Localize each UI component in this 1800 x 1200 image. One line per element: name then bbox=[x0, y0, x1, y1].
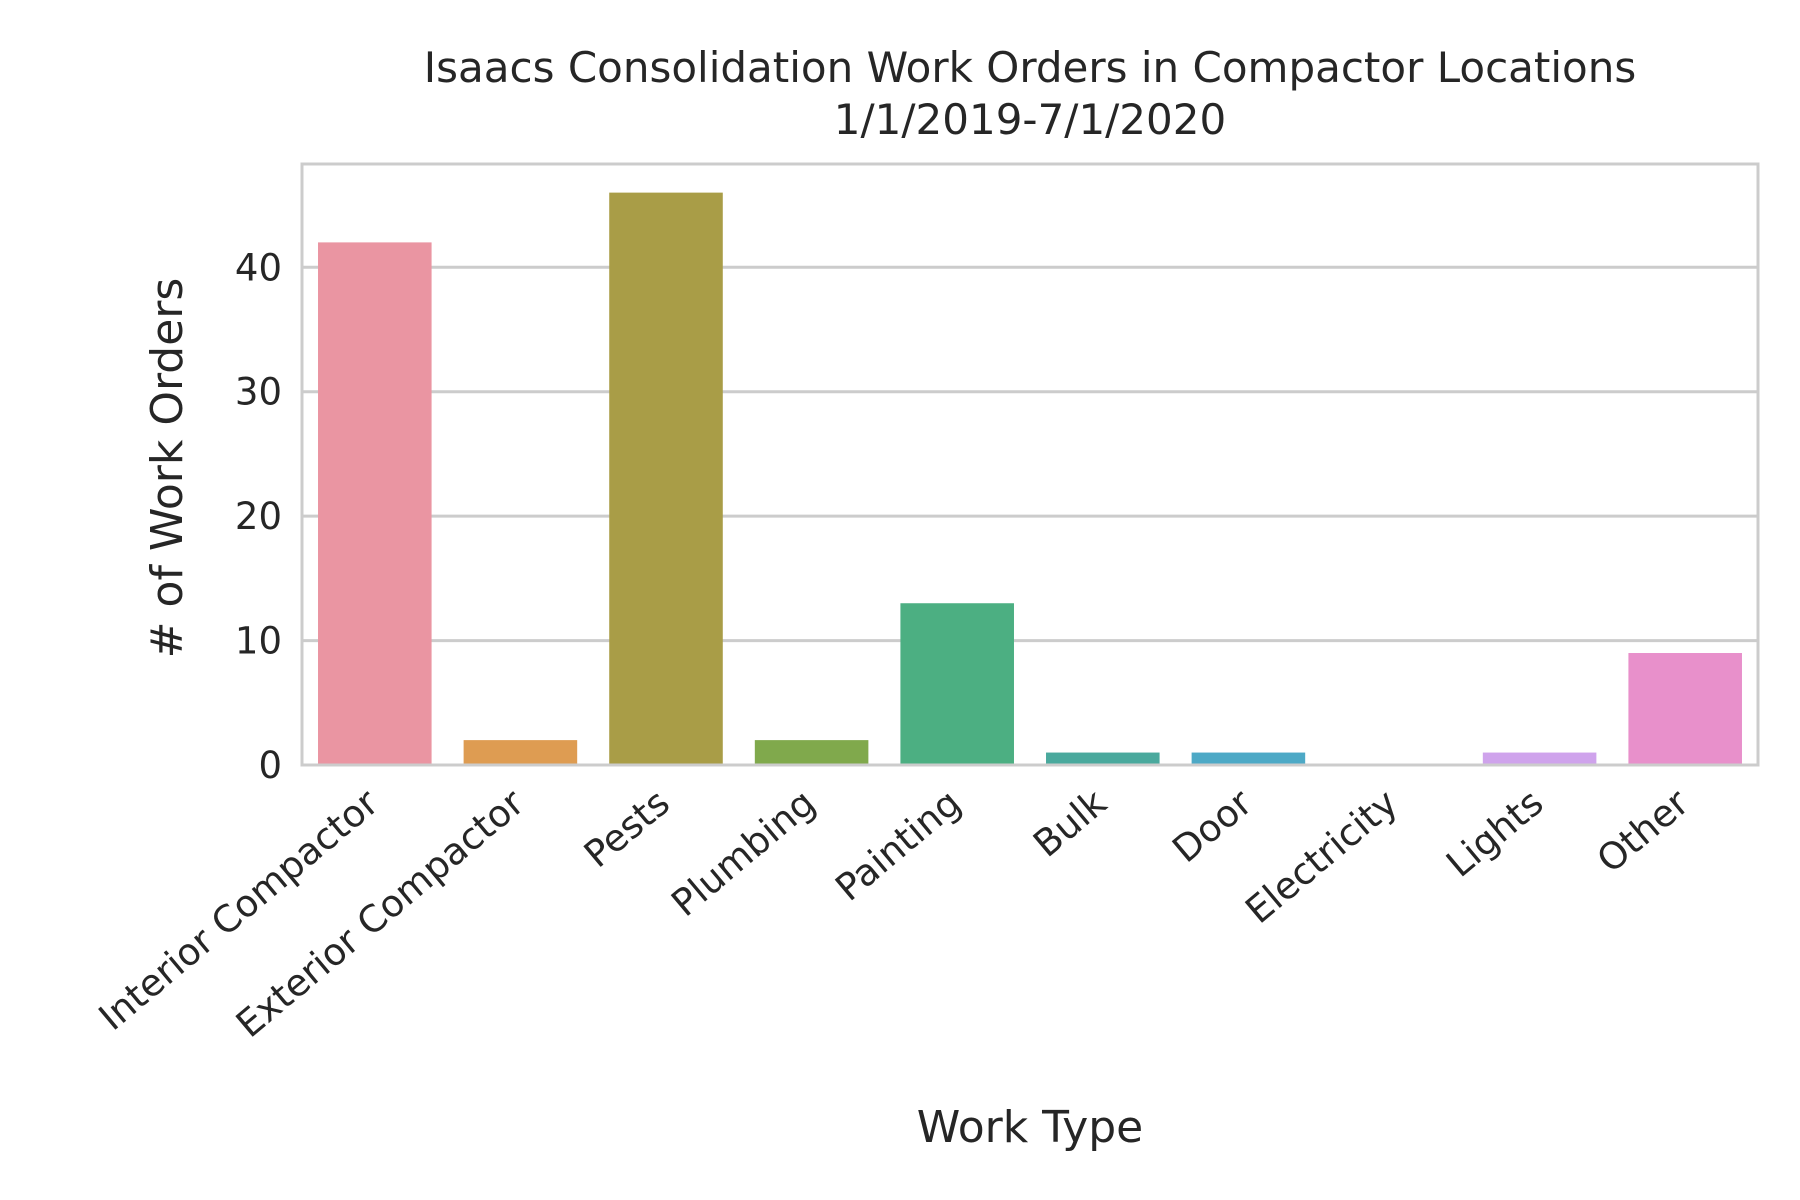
bar-bulk bbox=[1046, 752, 1160, 765]
y-tick-label: 30 bbox=[235, 371, 282, 414]
y-tick-labels: 0 10 20 30 40 bbox=[235, 246, 282, 787]
y-tick-label: 40 bbox=[235, 246, 282, 289]
y-tick-label: 10 bbox=[235, 620, 282, 663]
bar-exterior-compactor bbox=[463, 740, 578, 765]
x-tick-label: Exterior Compactor bbox=[228, 780, 533, 1046]
x-tick-label: Bulk bbox=[1025, 781, 1115, 866]
x-tick-label: Door bbox=[1164, 780, 1260, 871]
x-tick-label: Electricity bbox=[1237, 781, 1405, 932]
bars bbox=[318, 192, 1742, 766]
x-tick-label: Other bbox=[1589, 780, 1698, 881]
gridlines bbox=[302, 265, 1758, 643]
x-tick-label: Lights bbox=[1438, 781, 1551, 886]
x-tick-label: Pests bbox=[576, 781, 678, 876]
y-tick-label: 0 bbox=[258, 744, 282, 787]
bar-lights bbox=[1482, 752, 1597, 765]
y-tick-label: 20 bbox=[235, 495, 282, 538]
bar-door bbox=[1191, 752, 1306, 765]
x-tick-label: Plumbing bbox=[663, 781, 823, 925]
x-axis-label: Work Type bbox=[917, 1102, 1143, 1153]
x-tick-label: Interior Compactor bbox=[91, 780, 387, 1038]
bar-pests bbox=[609, 192, 723, 766]
chart-subtitle: 1/1/2019-7/1/2020 bbox=[834, 95, 1226, 144]
bar-painting bbox=[900, 603, 1014, 765]
y-axis-label: # of Work Orders bbox=[142, 278, 193, 659]
bar-other bbox=[1628, 653, 1742, 765]
chart-title: Isaacs Consolidation Work Orders in Comp… bbox=[424, 43, 1636, 92]
plot-frame bbox=[300, 162, 1760, 767]
x-tick-label: Painting bbox=[827, 781, 969, 910]
bar-interior-compactor bbox=[318, 242, 432, 766]
bar-plumbing bbox=[754, 740, 869, 765]
